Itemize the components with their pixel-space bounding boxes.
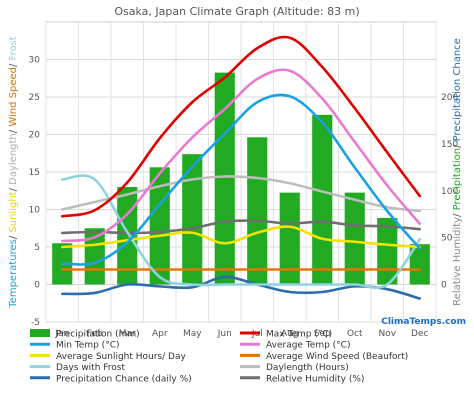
- axis-title-part: Relative Humidity: [452, 217, 463, 306]
- series-line-relative-humidity: [60, 219, 422, 235]
- x-tick-label-mar: Mar: [119, 329, 136, 339]
- axis-title-part: Temperatures: [8, 239, 19, 309]
- x-tick-label-feb: Feb: [87, 329, 103, 339]
- axis-title-part: Frost: [8, 36, 19, 60]
- axis-title-part: /: [8, 60, 19, 67]
- precipitation-bar-aug: [279, 192, 300, 285]
- left-axis-title: Temperatures/ Sunlight/ Daylength/ Wind …: [8, 36, 19, 309]
- left-tick-label: 20: [29, 131, 41, 141]
- left-tick-label: 30: [29, 56, 41, 66]
- series-line-average-temp-c: [60, 68, 422, 243]
- legend-swatch-precipitation-mm: [30, 329, 50, 337]
- series-line-precipitation-chance-daily: [60, 275, 422, 300]
- legend-label-precipitation-chance-daily: Precipitation Chance (daily %): [56, 374, 192, 384]
- right-tick-label: 0: [441, 281, 447, 291]
- series-line-max-temp-c: [60, 35, 422, 218]
- right-tick-label: 200: [441, 93, 458, 103]
- axis-title-part: Sunlight: [8, 191, 19, 232]
- legend-label-relative-humidity: Relative Humidity (%): [266, 374, 364, 384]
- left-tick-label: 10: [29, 206, 41, 216]
- x-tick-label-aug: Aug: [281, 329, 299, 339]
- x-tick-label-jun: Jun: [217, 329, 232, 339]
- site-branding: ClimaTemps.com: [381, 317, 466, 327]
- legend-label-average-wind-speed-beaufort: Average Wind Speed (Beaufort): [266, 352, 408, 362]
- axis-title-part: /: [8, 185, 19, 192]
- x-tick-label-may: May: [183, 329, 202, 339]
- legend-label-min-temp-c: Min Temp (°C): [56, 341, 119, 351]
- series-line-daylength-hours: [60, 175, 422, 213]
- precipitation-bar-dec: [409, 244, 430, 285]
- precipitation-bar-mar: [117, 187, 138, 285]
- axis-title-part: /: [8, 233, 19, 240]
- series-line-average-sunlight-hours-day: [60, 225, 422, 249]
- legend-label-precipitation-mm: Precipitation (mm): [56, 330, 140, 340]
- series-line-min-temp-c: [60, 93, 422, 266]
- x-tick-label-oct: Oct: [347, 329, 363, 339]
- axis-title-part: Precipitation Chance: [452, 38, 463, 141]
- x-tick-label-dec: Dec: [411, 329, 428, 339]
- axis-title-part: Wind Speed: [8, 67, 19, 127]
- left-tick-label: 25: [29, 93, 40, 103]
- x-tick-label-jan: Jan: [54, 329, 69, 339]
- precipitation-bar-may: [182, 154, 203, 285]
- legend-label-daylength-hours: Daylength (Hours): [266, 363, 349, 373]
- right-axis-title: Relative Humidity/ Precipitation/ Precip…: [452, 38, 463, 306]
- axis-title-part: Daylength: [8, 133, 19, 185]
- legend: Precipitation (mm) Max Temp (°C) Min Temp …: [30, 329, 408, 384]
- left-tick-label: 5: [34, 243, 40, 253]
- axis-title-part: /: [452, 210, 463, 217]
- legend-label-average-temp-c: Average Temp (°C): [266, 341, 350, 351]
- series-line-days-with-frost: [60, 174, 422, 290]
- axis-title-part: /: [8, 127, 19, 134]
- right-tick-label: 150: [441, 140, 458, 150]
- precipitation-bar-sep: [312, 114, 333, 285]
- legend-label-days-with-frost: Days with Frost: [56, 363, 125, 373]
- precipitation-bar-nov: [377, 217, 398, 285]
- right-tick-label: 50: [441, 234, 453, 244]
- legend-label-max-temp-c: Max Temp (°C): [266, 330, 332, 340]
- left-tick-label: 0: [34, 281, 40, 291]
- precipitation-bar-jun: [214, 72, 235, 285]
- plot-area: -5 0 5 10 15 20 25 30 0 50 100 150 200 Jan Feb Mar Apr Ma…: [8, 21, 463, 339]
- precipitation-bar-oct: [344, 192, 365, 285]
- axis-title-part: /: [452, 141, 463, 148]
- precipitation-bar-jul: [247, 137, 268, 285]
- left-tick-label: 15: [29, 168, 40, 178]
- left-tick-label: -5: [31, 318, 40, 328]
- axis-title-part: Precipitation: [452, 148, 463, 211]
- legend-label-average-sunlight-hours-day: Average Sunlight Hours/ Day: [56, 352, 186, 362]
- chart-title: Osaka, Japan Climate Graph (Altitude: 83…: [114, 5, 359, 18]
- x-tick-label-nov: Nov: [378, 329, 396, 339]
- x-tick-label-apr: Apr: [152, 329, 168, 339]
- right-tick-label: 100: [441, 187, 458, 197]
- x-tick-label-sep: Sep: [314, 329, 331, 339]
